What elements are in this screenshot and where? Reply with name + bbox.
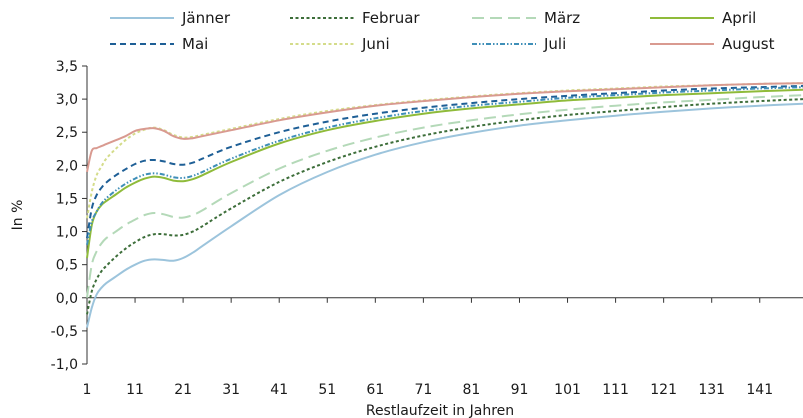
series-lines [86, 82, 803, 328]
y-tick-label: -0,5 [51, 324, 78, 340]
legend-label: März [544, 9, 580, 27]
x-tick-label: 141 [746, 382, 773, 398]
x-tick-label: 131 [698, 382, 725, 398]
x-tick-label: 121 [650, 382, 677, 398]
x-axis-title: Restlaufzeit in Jahren [366, 403, 514, 418]
x-tick-label: 71 [414, 382, 432, 398]
x-tick-label: 11 [126, 382, 144, 398]
y-tick-label: 2,0 [56, 158, 78, 174]
legend-label: Februar [362, 9, 420, 27]
series-line-juni [86, 82, 803, 219]
x-tick-label: 41 [270, 382, 288, 398]
x-tick-label: 61 [366, 382, 384, 398]
legend-item: März [472, 9, 580, 27]
legend-label: August [722, 35, 775, 53]
legend-item: Juni [290, 35, 390, 53]
x-tick-label: 1 [83, 382, 92, 398]
legend-label: Juli [543, 35, 566, 53]
legend-label: Juni [361, 35, 390, 53]
series-line-märz [86, 94, 803, 298]
series-line-april [86, 88, 803, 259]
legend-label: Jänner [181, 9, 231, 27]
legend-item: April [650, 9, 756, 27]
y-tick-label: 1,0 [56, 225, 78, 241]
x-tick-label: 91 [511, 382, 529, 398]
x-tick-label: 21 [174, 382, 192, 398]
x-axis: 1 11 21 31 41 51 61 71 81 91 101 111 121 131 141 [83, 297, 803, 398]
y-tick-label: 0,5 [56, 258, 78, 274]
y-tick-label: 2,5 [56, 125, 78, 141]
y-tick-label: 3,0 [56, 92, 78, 108]
legend-label: Mai [182, 35, 208, 53]
y-tick-label: -1,0 [51, 357, 78, 373]
x-tick-label: 31 [222, 382, 240, 398]
x-tick-label: 111 [602, 382, 629, 398]
series-line-august [86, 82, 803, 173]
y-axis: -1,0 -0,5 0,0 0,5 1,0 1,5 2,0 2,5 3,0 3,5 [51, 59, 88, 373]
series-line-mai [86, 84, 803, 239]
series-line-juli [86, 86, 803, 246]
y-tick-label: 1,5 [56, 191, 78, 207]
y-axis-title: In % [10, 200, 26, 231]
x-tick-label: 51 [318, 382, 336, 398]
legend: Jänner Februar März April Mai Juni Juli August [110, 9, 775, 53]
series-line-jänner [86, 102, 803, 328]
legend-label: April [722, 9, 756, 27]
legend-item: Juli [472, 35, 566, 53]
series-line-februar [86, 98, 803, 315]
legend-item: Februar [290, 9, 420, 27]
x-tick-label: 81 [463, 382, 481, 398]
legend-item: Mai [110, 35, 208, 53]
legend-item: August [650, 35, 775, 53]
y-tick-label: 0,0 [56, 291, 78, 307]
legend-item: Jänner [110, 9, 231, 27]
x-tick-label: 101 [554, 382, 581, 398]
y-tick-label: 3,5 [56, 59, 78, 75]
